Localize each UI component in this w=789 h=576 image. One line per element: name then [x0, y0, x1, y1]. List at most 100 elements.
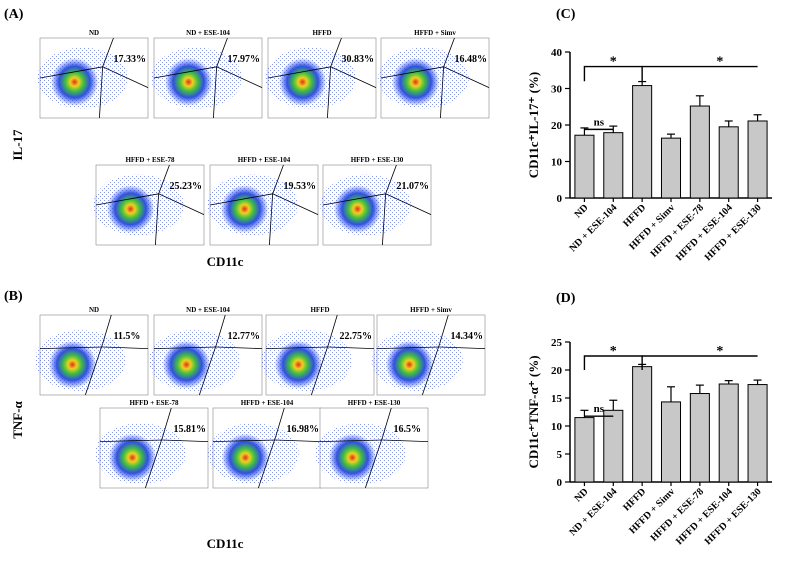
- density: [333, 185, 382, 233]
- y-tick-label: 0: [557, 477, 563, 489]
- gate-percent: 14.34%: [450, 331, 483, 342]
- gate-line: [382, 407, 392, 437]
- error-bar: [724, 120, 733, 127]
- gate-line: [443, 37, 455, 67]
- gate-line: [102, 66, 149, 88]
- gate-percent: 19.53%: [283, 181, 316, 192]
- gate-percent: 11.5%: [113, 331, 140, 342]
- gate-percent: 12.77%: [227, 331, 260, 342]
- bar: [689, 393, 710, 483]
- gate-line: [39, 346, 103, 349]
- error-bar: [695, 95, 704, 107]
- x-tick-label: HFFD: [621, 486, 648, 513]
- gate-line: [269, 193, 274, 246]
- plot-title: HFFD + ESE-104: [241, 399, 294, 407]
- plot-title: ND + ESE-104: [186, 29, 230, 37]
- bar: [603, 409, 624, 483]
- gate-line: [102, 314, 112, 344]
- bar: [574, 417, 595, 483]
- density: [221, 433, 270, 482]
- gate-line: [310, 343, 330, 396]
- y-tick-label: 10: [551, 421, 563, 433]
- y-axis-label: TNF-α: [10, 400, 25, 438]
- gate-line: [322, 193, 386, 206]
- gate-line: [162, 407, 172, 437]
- gate-percent: 16.98%: [286, 424, 319, 435]
- gate-line: [330, 37, 342, 67]
- plot-title: HFFD + ESE-130: [348, 399, 401, 407]
- significance: *: [610, 344, 617, 359]
- gate-line: [155, 193, 160, 246]
- gate-percent: 17.33%: [113, 54, 146, 65]
- gate-line: [102, 346, 149, 349]
- plot-title: HFFD + Simv: [410, 306, 452, 314]
- gate-line: [275, 439, 322, 442]
- y-tick-label: 0: [557, 193, 563, 205]
- gate-line: [439, 346, 486, 349]
- error-bar: [667, 386, 675, 402]
- gate-line: [216, 37, 228, 67]
- gate-line: [257, 436, 277, 489]
- error-bar: [724, 380, 733, 384]
- bar: [632, 366, 653, 483]
- plot-title: ND: [89, 29, 99, 37]
- gate-line: [382, 193, 387, 246]
- y-tick-label: 20: [551, 120, 563, 132]
- gate-line: [382, 439, 429, 442]
- panel-label: (C): [556, 7, 576, 22]
- plot-title: ND: [89, 306, 99, 314]
- density: [328, 433, 377, 482]
- bar: [632, 85, 653, 199]
- plot-title: HFFD + ESE-104: [238, 156, 291, 164]
- gate-line: [216, 314, 226, 344]
- gate-line: [158, 193, 205, 215]
- gate-percent: 30.83%: [341, 54, 374, 65]
- gate-line: [328, 314, 338, 344]
- error-bar: [753, 379, 762, 385]
- gate-percent: 15.81%: [173, 424, 206, 435]
- x-tick-label: ND: [573, 486, 591, 504]
- density: [274, 340, 323, 389]
- significance: *: [716, 55, 723, 70]
- density: [220, 185, 269, 233]
- gate-line: [84, 343, 104, 396]
- gate-line: [327, 66, 332, 119]
- gate-line: [99, 66, 104, 119]
- bar: [689, 105, 710, 199]
- gate-line: [272, 164, 284, 194]
- gate-line: [144, 436, 164, 489]
- density: [385, 340, 434, 389]
- density: [108, 433, 157, 482]
- gate-line: [421, 343, 441, 396]
- gate-line: [212, 439, 276, 442]
- density: [162, 340, 211, 389]
- y-tick-label: 5: [557, 449, 563, 461]
- plot-title: HFFD: [312, 29, 331, 37]
- gate-line: [95, 193, 159, 206]
- gate-line: [330, 66, 377, 88]
- plot-title: HFFD + ESE-130: [351, 156, 404, 164]
- gate-line: [102, 37, 114, 67]
- plot-title: HFFD + ESE-78: [125, 156, 175, 164]
- gate-percent: 17.97%: [227, 54, 260, 65]
- gate-line: [153, 346, 217, 349]
- density: [106, 185, 155, 233]
- plot-title: HFFD + ESE-78: [129, 399, 179, 407]
- y-axis-label: CD11c⁺TNF-α⁺ (%): [526, 355, 541, 468]
- y-tick-label: 20: [551, 365, 563, 377]
- gate-percent: 25.23%: [169, 181, 202, 192]
- x-axis-label: CD11c: [207, 254, 244, 269]
- bar: [718, 383, 739, 483]
- gate-line: [275, 407, 285, 437]
- gate-line: [328, 346, 375, 349]
- gate-line: [364, 436, 384, 489]
- density: [391, 58, 440, 106]
- bar: [718, 126, 739, 199]
- panel-label: (D): [556, 291, 576, 306]
- x-tick-label: ND: [573, 202, 591, 220]
- bar: [660, 401, 682, 483]
- error-bar: [753, 114, 762, 121]
- error-bar: [695, 384, 704, 394]
- plot-title: ND + ESE-104: [186, 306, 230, 314]
